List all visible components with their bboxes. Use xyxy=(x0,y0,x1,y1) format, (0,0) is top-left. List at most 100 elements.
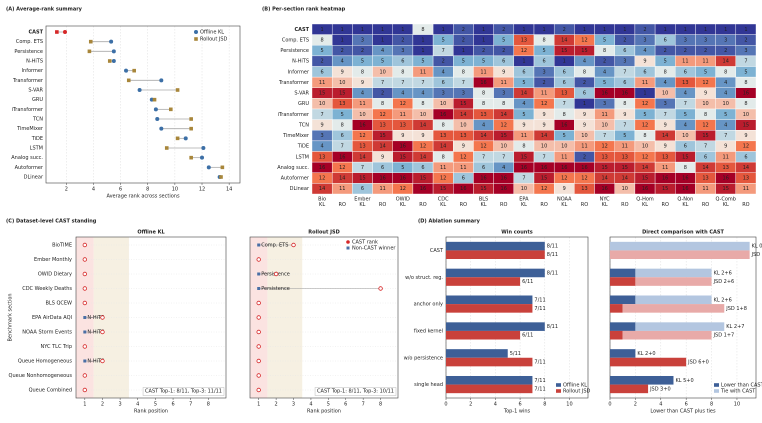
cell-label: 9 xyxy=(320,122,323,128)
annotation: CAST Top-1: 8/11, Top-3: 11/11 xyxy=(145,389,222,395)
value-label: 6/11 xyxy=(522,279,533,285)
dot xyxy=(189,117,193,121)
cell-label: 9 xyxy=(401,133,404,139)
subplot-title: Direct comparison with CAST xyxy=(642,230,724,236)
dot xyxy=(152,97,157,102)
cell-label: 12 xyxy=(561,176,567,182)
x-tick-label: 8 xyxy=(710,402,713,408)
column-section-label: Q-Comb xyxy=(715,197,735,203)
legend-label: Lower than CAST xyxy=(721,383,762,389)
cell-label: 3 xyxy=(684,37,687,43)
cell-label: 8 xyxy=(583,69,586,75)
value-label: KL 5+0 xyxy=(675,378,693,384)
x-tick-label: 8 xyxy=(207,402,210,408)
cell-label: 2 xyxy=(320,59,323,65)
cell-label: 3 xyxy=(542,69,545,75)
dot xyxy=(62,30,67,34)
cell-label: 1 xyxy=(603,27,606,33)
cell-label: 10 xyxy=(541,144,547,150)
cell-label: 5 xyxy=(724,112,727,118)
cell-label: 7 xyxy=(542,154,545,160)
bar-tie xyxy=(610,250,750,260)
value-label: KL 0+11 xyxy=(752,244,762,250)
dot xyxy=(201,146,206,150)
y-tick-label: CAST xyxy=(28,30,43,36)
cell-label: 12 xyxy=(460,154,466,160)
y-tick-label: N-HiTS xyxy=(26,59,43,65)
cell-label: 10 xyxy=(622,186,628,192)
y-tick-label: BLS QCEW xyxy=(45,301,72,307)
cell-label: 15 xyxy=(723,186,729,192)
cell-label: 15 xyxy=(642,176,648,182)
cell-label: 7 xyxy=(320,112,323,118)
cell-label: 6 xyxy=(643,69,646,75)
cell-label: 4 xyxy=(401,91,404,97)
x-tick-label: 7 xyxy=(362,402,365,408)
cell-label: 16 xyxy=(723,176,729,182)
cell-label: 14 xyxy=(440,144,446,150)
value-label: 8/11 xyxy=(547,252,558,258)
cell-label: 10 xyxy=(359,112,365,118)
row-label: TCN xyxy=(298,122,309,128)
cell-label: 3 xyxy=(643,37,646,43)
cell-label: 4 xyxy=(421,91,424,97)
cell-label: 2 xyxy=(381,91,384,97)
y-tick-label: w/o struct. reg. xyxy=(405,275,443,281)
cell-label: 10 xyxy=(682,133,688,139)
cell-label: 12 xyxy=(480,144,486,150)
cell-label: 13 xyxy=(379,122,385,128)
dot xyxy=(88,39,93,44)
cell-label: 7 xyxy=(421,80,424,86)
cell-label: 4 xyxy=(724,91,727,97)
column-metric-label: KL xyxy=(682,202,688,208)
cell-label: 16 xyxy=(379,176,385,182)
cell-label: 14 xyxy=(460,112,466,118)
cast-marker xyxy=(256,329,261,335)
y-tick-label: Analog succ. xyxy=(11,155,43,161)
cell-label: 12 xyxy=(359,133,365,139)
cell-label: 5 xyxy=(744,69,747,75)
cell-label: 16 xyxy=(682,186,688,192)
cell-label: 6 xyxy=(502,59,505,65)
x-tick-label: 6 xyxy=(685,402,688,408)
cell-label: 15 xyxy=(339,91,345,97)
cell-label: 10 xyxy=(440,101,446,107)
bar-lower xyxy=(610,322,636,331)
row-label: Transformer xyxy=(278,80,310,86)
column-section-label: OWID xyxy=(396,197,410,203)
cell-label: 11 xyxy=(601,112,607,118)
dot xyxy=(55,30,59,34)
cell-label: 16 xyxy=(440,112,446,118)
cell-label: 10 xyxy=(561,144,567,150)
cell-label: 1 xyxy=(361,27,364,33)
cell-label: 9 xyxy=(643,59,646,65)
y-tick-label: TCN xyxy=(32,117,43,123)
cell-label: 10 xyxy=(662,91,668,97)
cell-label: 15 xyxy=(400,154,406,160)
cell-label: 3 xyxy=(502,91,505,97)
cell-label: 16 xyxy=(319,165,325,171)
cell-label: 4 xyxy=(442,69,445,75)
cell-label: 6 xyxy=(522,69,525,75)
x-tick-label: 2 xyxy=(65,187,68,193)
column-metric-label: KL xyxy=(521,202,527,208)
cell-label: 7 xyxy=(462,80,465,86)
row-label: LSTM xyxy=(296,154,309,160)
bar xyxy=(446,304,533,313)
cell-label: 12 xyxy=(702,80,708,86)
y-tick-label: Autoformer xyxy=(15,165,44,171)
cast-marker xyxy=(100,315,105,320)
cell-label: 10 xyxy=(702,101,708,107)
cast-marker xyxy=(256,373,261,378)
x-tick-label: 10 xyxy=(566,402,572,408)
cell-label: 1 xyxy=(643,91,646,97)
bar xyxy=(446,322,545,331)
cast-marker xyxy=(82,300,88,306)
cell-label: 15 xyxy=(541,176,547,182)
cell-label: 8 xyxy=(482,101,485,107)
cell-label: 5 xyxy=(462,59,465,65)
cell-label: 4 xyxy=(583,59,586,65)
row-label: DLinear xyxy=(290,186,310,192)
value-label: 8/11 xyxy=(547,324,558,330)
